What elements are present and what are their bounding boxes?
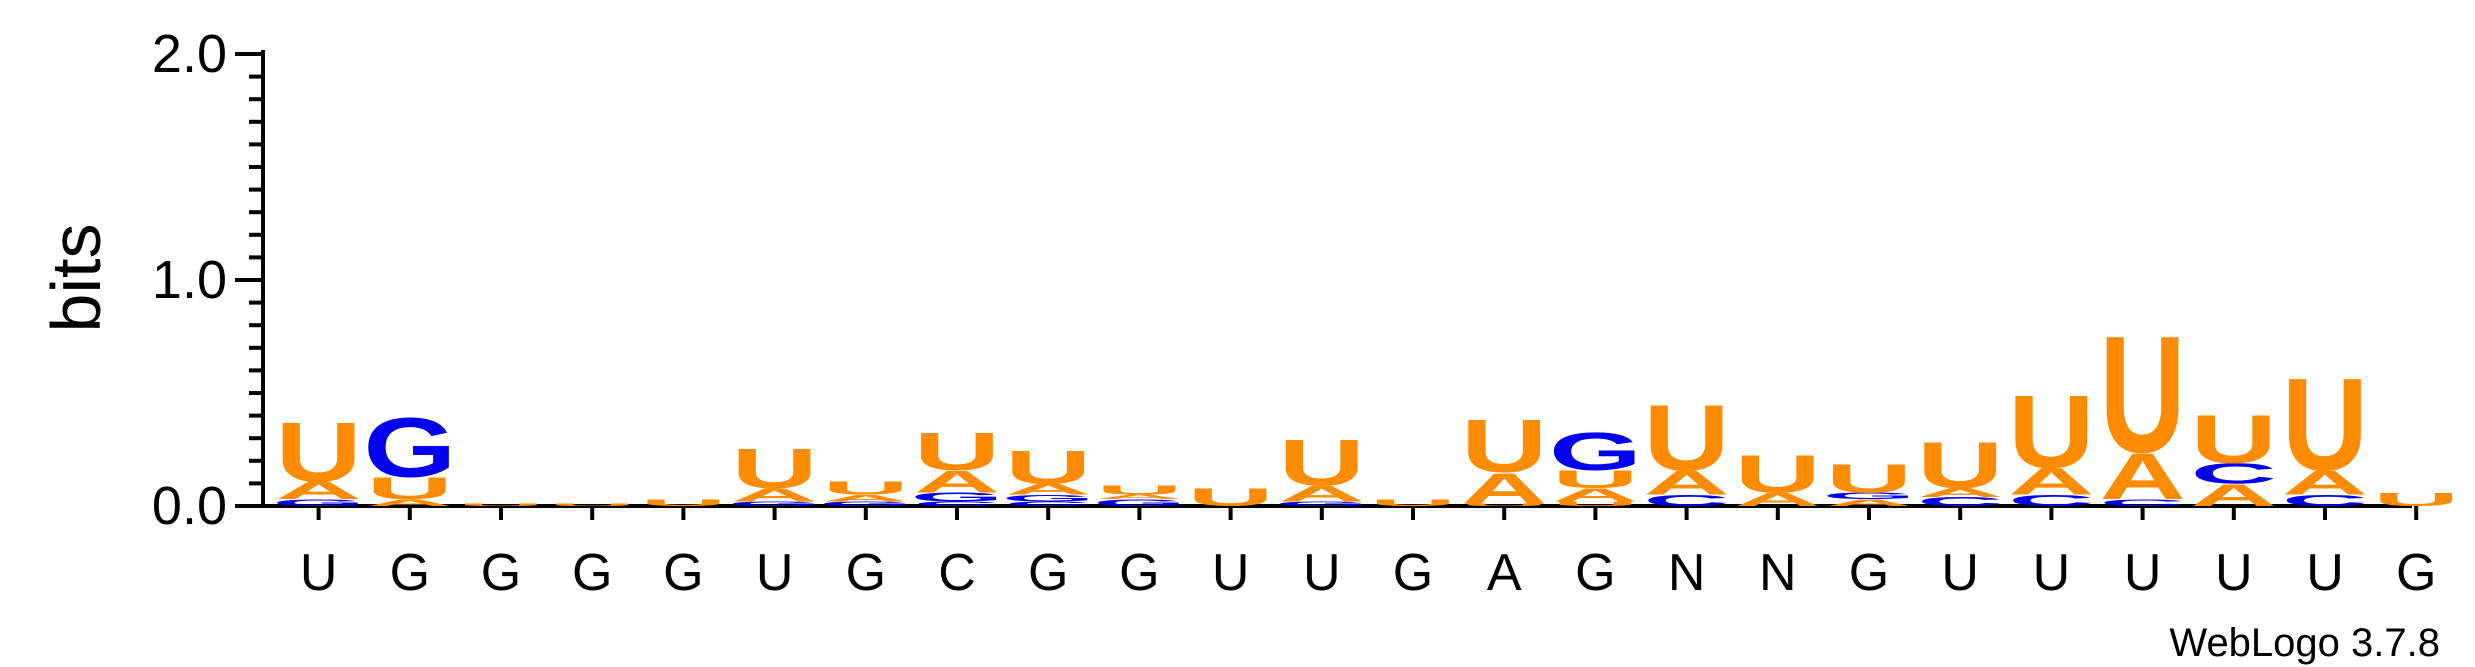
- logo-letter-A: A: [1552, 485, 1638, 506]
- logo-letter-C: C: [2008, 492, 2094, 510]
- logo-letter-U: U: [1187, 484, 1273, 512]
- logo-letter-A: A: [367, 497, 453, 508]
- logo-letter-A: A: [914, 464, 1000, 499]
- logo-letter-U: U: [1917, 429, 2003, 502]
- logo-letter-U: U: [367, 471, 453, 506]
- y-tick-label: 0.0: [152, 476, 227, 536]
- logo-letter-A: A: [2099, 440, 2185, 513]
- logo-letter-A: A: [275, 477, 361, 505]
- logo-letter-A: A: [2282, 463, 2368, 502]
- logo-letter-U: U: [1461, 405, 1547, 489]
- logo-letter-U: U: [1643, 385, 1729, 490]
- logo-letter-A: A: [823, 493, 909, 504]
- logo-letter-U: U: [1096, 483, 1182, 497]
- x-tick-label: G: [572, 544, 612, 602]
- y-tick-label: 1.0: [152, 250, 227, 310]
- x-tick-label: U: [2124, 544, 2162, 602]
- logo-letter-U: U: [1552, 500, 1638, 507]
- x-tick-label: G: [1393, 544, 1433, 602]
- logo-letter-U: U: [275, 404, 361, 499]
- logo-letter-U: U: [914, 421, 1000, 481]
- logo-letter-G: G: [1093, 497, 1186, 508]
- x-tick-label: G: [481, 544, 521, 602]
- logo-letter-U: U: [1826, 455, 1912, 501]
- logo-letter-A: A: [1096, 494, 1182, 501]
- x-tick-label: U: [1303, 544, 1341, 602]
- logo-letter-G: G: [1549, 421, 1642, 481]
- x-tick-label: U: [2033, 544, 2071, 602]
- y-tick-label: 2.0: [152, 24, 227, 84]
- x-tick-label: U: [1212, 544, 1250, 602]
- logo-letter-U: U: [549, 503, 635, 506]
- weblogo-credit: WebLogo 3.7.8: [2169, 621, 2440, 665]
- logo-letter-U: U: [1370, 497, 1456, 508]
- logo-letter-U: U: [458, 503, 544, 506]
- logo-letter-C: C: [914, 500, 1000, 507]
- x-tick-label: N: [1668, 544, 1706, 602]
- logo-letter-A: A: [1735, 489, 1821, 510]
- x-tick-label: G: [1028, 544, 1068, 602]
- x-tick-label: G: [390, 544, 430, 602]
- logo-letter-C: C: [2282, 492, 2368, 510]
- logo-letter-U: U: [1461, 503, 1547, 506]
- logo-letter-G: G: [819, 500, 912, 507]
- logo-letter-A: A: [2008, 461, 2094, 503]
- y-axis-label: bits: [37, 224, 115, 333]
- x-tick-label: U: [2215, 544, 2253, 602]
- logo-letter-C: C: [1643, 492, 1729, 510]
- logo-letter-G: G: [728, 500, 821, 507]
- logo-letter-G: G: [911, 490, 1004, 504]
- x-tick-label: G: [1575, 544, 1615, 602]
- x-tick-label: G: [1119, 544, 1159, 602]
- x-tick-label: G: [1849, 544, 1889, 602]
- logo-letter-C: C: [1005, 500, 1091, 507]
- x-tick-label: A: [1487, 544, 1522, 602]
- logo-letter-U: U: [2008, 374, 2094, 490]
- logo-letter-A: A: [1005, 481, 1091, 499]
- x-tick-label: U: [756, 544, 794, 602]
- logo-letter-G: G: [1275, 500, 1368, 507]
- logo-letter-U: U: [1552, 466, 1638, 494]
- x-tick-label: G: [846, 544, 886, 602]
- logo-letter-G: G: [1823, 491, 1916, 502]
- logo-letter-U: U: [1279, 427, 1365, 500]
- logo-letter-A: A: [1279, 482, 1365, 507]
- logo-letter-A: A: [731, 485, 817, 506]
- logo-letter-G: G: [272, 497, 365, 508]
- logo-letter-U: U: [1735, 444, 1821, 504]
- logo-letter-U: U: [731, 437, 817, 500]
- x-tick-label: G: [2396, 544, 2436, 602]
- logo-letter-C: C: [1917, 495, 2003, 509]
- logo-letter-C: C: [2099, 497, 2185, 508]
- x-tick-label: U: [1941, 544, 1979, 602]
- logo-letter-U: U: [640, 497, 726, 508]
- logo-letter-U: U: [2282, 350, 2368, 498]
- logo-letter-U: U: [1005, 441, 1091, 493]
- logo-letter-U: U: [2373, 489, 2459, 510]
- x-tick-label: U: [2306, 544, 2344, 602]
- x-tick-label: U: [300, 544, 338, 602]
- logo-letter-A: A: [1917, 486, 2003, 500]
- y-ticks: 0.0 1.0 2.0: [152, 24, 263, 536]
- logo-letter-G: G: [1002, 493, 1095, 504]
- x-tick-label: C: [938, 544, 976, 602]
- logo-letter-A: A: [2191, 478, 2277, 513]
- logo-letter-C: C: [2191, 458, 2277, 490]
- logo-letter-A: A: [1461, 465, 1547, 514]
- logo-letter-G: G: [363, 400, 456, 495]
- logo-letter-U: U: [823, 478, 909, 499]
- logo-letter-A: A: [1826, 497, 1912, 508]
- x-tick-label: N: [1759, 544, 1797, 602]
- logo-letter-U: U: [2099, 301, 2185, 487]
- x-tick-label: G: [663, 544, 703, 602]
- logo-letter-A: A: [1643, 463, 1729, 502]
- logo-letter-U: U: [2191, 401, 2277, 478]
